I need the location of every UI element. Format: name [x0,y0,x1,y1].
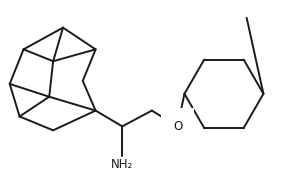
Text: O: O [173,120,182,133]
Text: NH₂: NH₂ [111,158,133,171]
